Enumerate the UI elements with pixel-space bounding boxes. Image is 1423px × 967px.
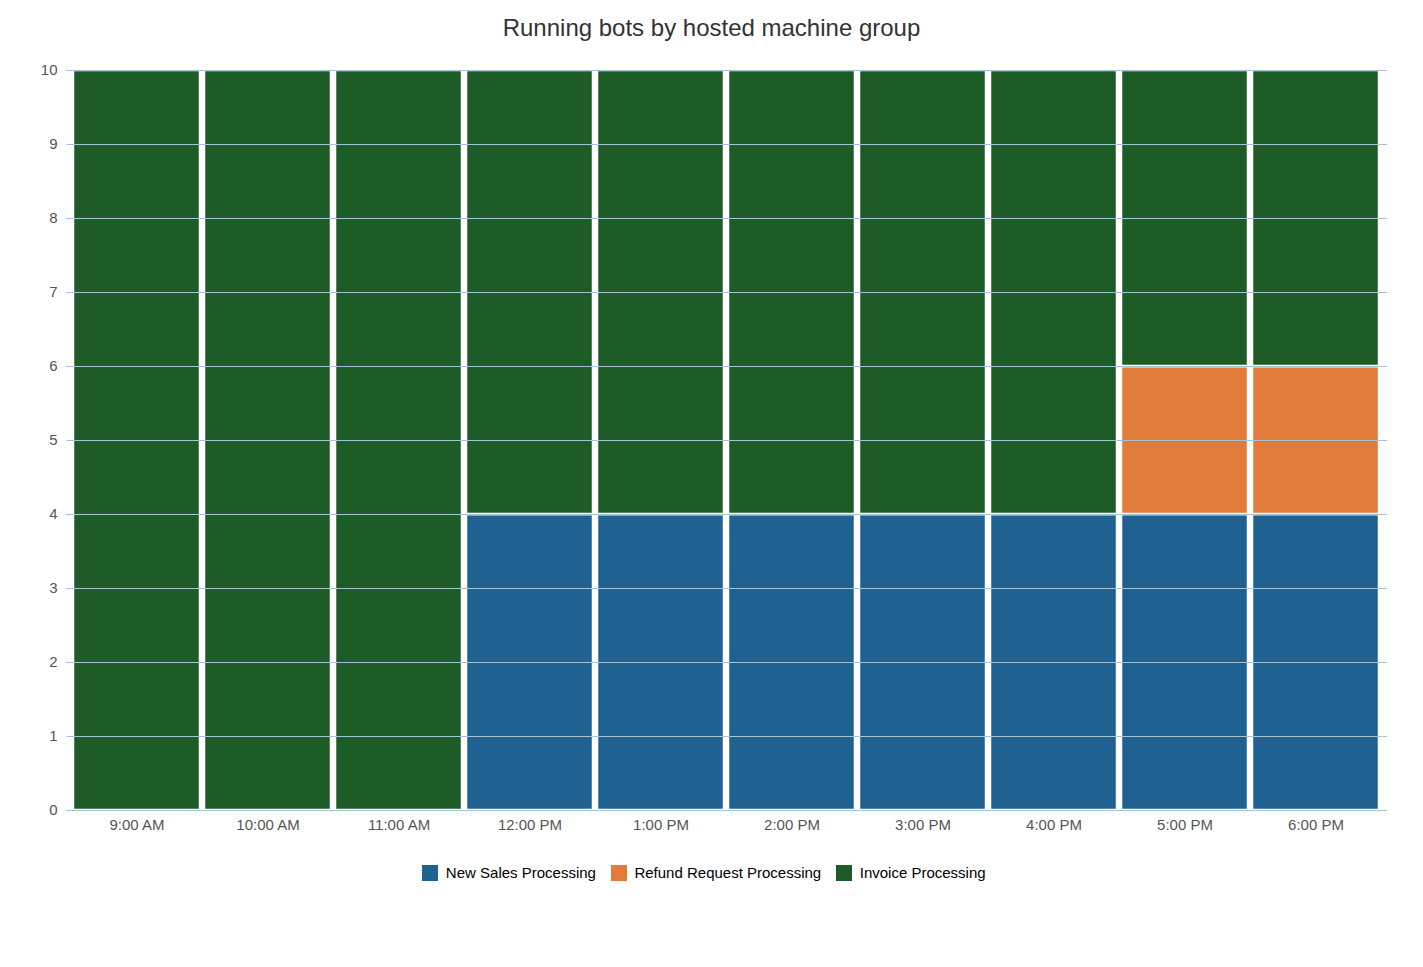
svg-text:4: 4 xyxy=(49,505,57,522)
html-text:New Sales Processing: New Sales Processing xyxy=(445,864,596,881)
svg-text:10:00 AM: 10:00 AM xyxy=(236,816,299,833)
html-text:Running bots by hosted machine: Running bots by hosted machine group xyxy=(502,14,921,41)
svg-text:8: 8 xyxy=(49,209,57,226)
svg-text:6:00 PM: 6:00 PM xyxy=(1288,816,1344,833)
svg-text:2:00 PM: 2:00 PM xyxy=(764,816,820,833)
svg-text:5: 5 xyxy=(49,431,57,448)
svg-text:3:00 PM: 3:00 PM xyxy=(895,816,951,833)
svg-text:11:00 AM: 11:00 AM xyxy=(368,816,430,833)
svg-text:5:00 PM: 5:00 PM xyxy=(1157,816,1213,833)
svg-text:6: 6 xyxy=(49,357,57,374)
svg-text:3: 3 xyxy=(49,579,57,596)
html-text:Invoice Processing: Invoice Processing xyxy=(859,864,986,881)
svg-text:7: 7 xyxy=(49,283,57,300)
html-text:Refund Request Processing: Refund Request Processing xyxy=(634,864,822,881)
svg-text:0: 0 xyxy=(49,801,57,818)
svg-text:12:00 PM: 12:00 PM xyxy=(498,816,562,833)
svg-text:1: 1 xyxy=(49,727,57,744)
svg-text:4:00 PM: 4:00 PM xyxy=(1026,816,1082,833)
svg-text:1:00 PM: 1:00 PM xyxy=(633,816,689,833)
svg-text:9: 9 xyxy=(49,135,57,152)
svg-text:9:00 AM: 9:00 AM xyxy=(109,816,164,833)
svg-text:2: 2 xyxy=(49,653,57,670)
svg-text:10: 10 xyxy=(41,61,58,78)
